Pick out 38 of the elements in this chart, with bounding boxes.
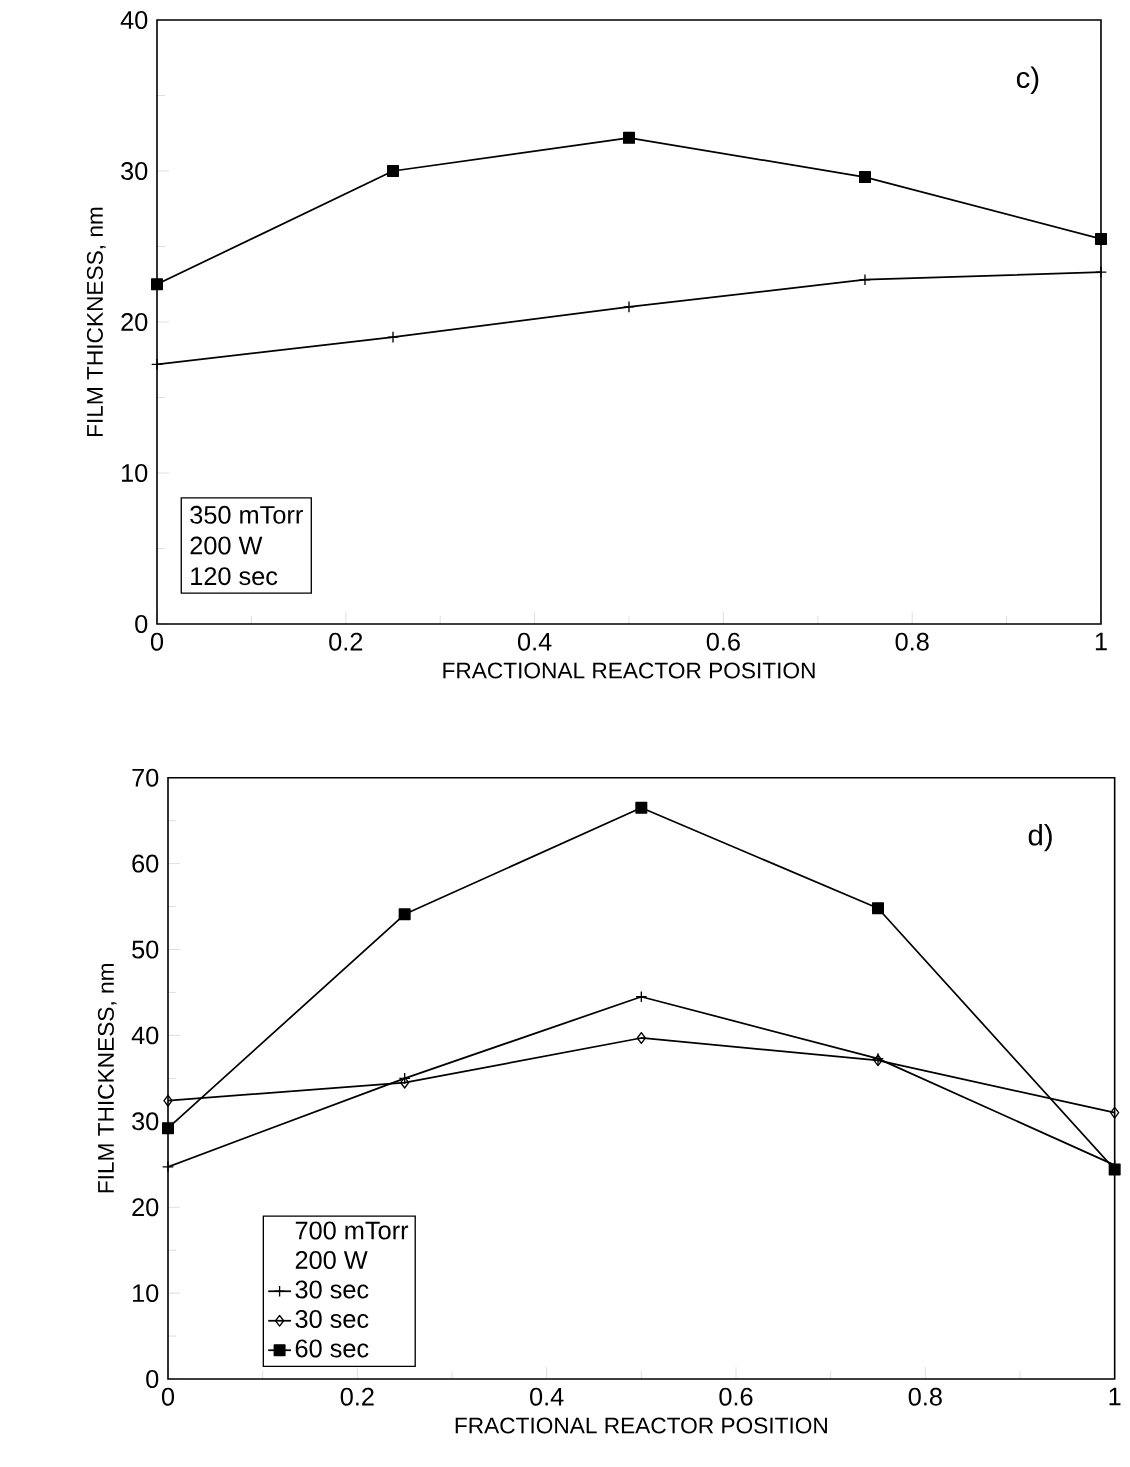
- legend-label: 60 sec: [295, 1339, 369, 1358]
- y-tick-label: 0: [146, 1370, 159, 1388]
- annotation: c): [1016, 66, 1039, 94]
- x-tick-label: 0.2: [340, 1387, 374, 1406]
- y-tick-label: 10: [132, 1284, 159, 1303]
- x-tick-label: 0: [161, 1387, 174, 1406]
- legend-label: 30 sec: [295, 1280, 369, 1299]
- x-tick-label: 0.2: [329, 632, 363, 651]
- x-tick-label: 0.8: [895, 632, 929, 651]
- x-tick-label: 1: [1109, 1387, 1121, 1406]
- y-tick-label: 20: [132, 1198, 159, 1217]
- y-tick-label: 0: [135, 615, 148, 633]
- y-axis-title: FILM THICKNESS, nm: [86, 207, 106, 437]
- annotation: 350 mTorr: [190, 505, 303, 524]
- annotation: 200 W: [190, 536, 263, 555]
- y-tick-label: 50: [132, 940, 159, 959]
- x-axis-title: FRACTIONAL REACTOR POSITION: [443, 662, 815, 679]
- y-tick-label: 30: [132, 1112, 159, 1131]
- x-tick-label: 0.6: [719, 1387, 753, 1406]
- x-axis-title: FRACTIONAL REACTOR POSITION: [455, 1417, 827, 1434]
- x-tick-label: 0.4: [517, 632, 552, 651]
- legend-label: 30 sec: [295, 1310, 369, 1328]
- y-tick-label: 20: [121, 313, 148, 331]
- annotation: 120 sec: [191, 567, 278, 586]
- y-tick-label: 30: [121, 162, 148, 180]
- x-tick-label: 0.4: [529, 1387, 564, 1406]
- y-tick-label: 60: [132, 854, 159, 873]
- y-axis-title: FILM THICKNESS, nm: [97, 963, 117, 1193]
- annotation: d): [1028, 824, 1052, 852]
- annotation: 200 W: [295, 1251, 368, 1269]
- annotation: 700 mTorr: [295, 1221, 409, 1240]
- y-tick-label: 40: [131, 1026, 159, 1045]
- x-tick-label: 0.8: [908, 1387, 942, 1406]
- x-tick-label: 1: [1095, 632, 1107, 651]
- x-tick-label: 0.6: [706, 632, 740, 651]
- y-tick-label: 70: [132, 768, 159, 787]
- y-tick-label: 40: [120, 11, 148, 29]
- y-tick-label: 10: [121, 464, 148, 482]
